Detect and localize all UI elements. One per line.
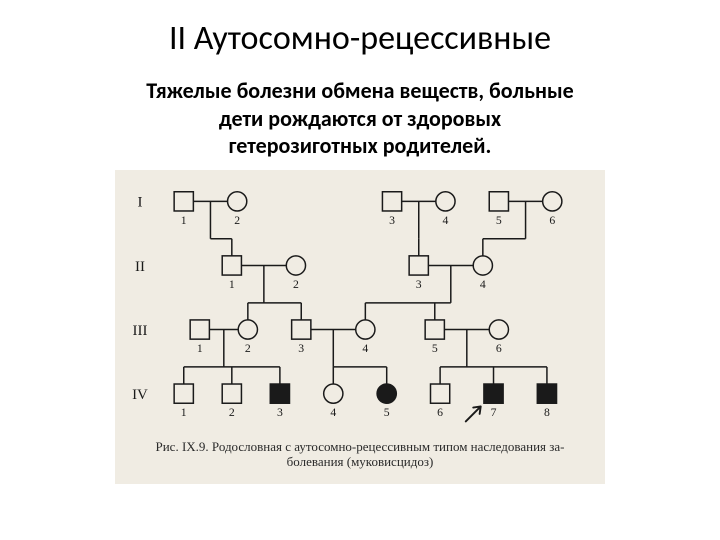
female-symbol	[228, 191, 247, 210]
male-symbol	[382, 191, 401, 210]
female-symbol	[286, 255, 305, 274]
male-symbol	[174, 384, 193, 403]
male-symbol	[537, 384, 556, 403]
female-symbol	[324, 384, 343, 403]
individual-number: 2	[229, 406, 235, 419]
individual-number: 4	[443, 213, 449, 226]
individual-number: 1	[197, 341, 203, 354]
generation-label: II	[135, 258, 145, 274]
individual-number: 1	[181, 213, 187, 226]
generation-label: IV	[132, 386, 148, 402]
male-symbol	[425, 319, 444, 338]
male-symbol	[222, 255, 241, 274]
male-symbol	[174, 191, 193, 210]
individual-number: 3	[416, 277, 422, 290]
individual-number: 7	[491, 406, 497, 419]
individual-number: 6	[549, 213, 555, 226]
female-symbol	[473, 255, 492, 274]
female-symbol	[436, 191, 455, 210]
male-symbol	[484, 384, 503, 403]
caption-line: Рис. IX.9. Родословная с аутосомно-рецес…	[155, 439, 564, 454]
subtitle: Тяжелые болезни обмена веществ, больные …	[50, 77, 670, 160]
female-symbol	[238, 319, 257, 338]
page-title: II Аутосомно-рецессивные	[40, 18, 680, 59]
individual-number: 6	[437, 406, 443, 419]
male-symbol	[270, 384, 289, 403]
subtitle-line: Тяжелые болезни обмена веществ, больные	[146, 77, 574, 104]
male-symbol	[430, 384, 449, 403]
individual-number: 8	[544, 406, 550, 419]
individual-number: 5	[496, 213, 502, 226]
male-symbol	[292, 319, 311, 338]
individual-number: 2	[245, 341, 251, 354]
individual-number: 3	[298, 341, 304, 354]
individual-number: 3	[277, 406, 283, 419]
caption-line: болевания (муковисцидоз)	[287, 454, 434, 469]
generation-label: III	[132, 322, 147, 338]
female-symbol	[489, 319, 508, 338]
individual-number: 1	[181, 406, 187, 419]
male-symbol	[222, 384, 241, 403]
individual-number: 5	[432, 341, 438, 354]
female-symbol	[356, 319, 375, 338]
female-symbol	[377, 384, 396, 403]
subtitle-line: гетерозиготных родителей.	[229, 132, 492, 159]
female-symbol	[543, 191, 562, 210]
male-symbol	[489, 191, 508, 210]
male-symbol	[409, 255, 428, 274]
slide: II Аутосомно-рецессивные Тяжелые болезни…	[0, 0, 720, 540]
individual-number: 1	[229, 277, 235, 290]
figure-caption: Рис. IX.9. Родословная с аутосомно-рецес…	[125, 439, 595, 470]
proband-arrow-icon	[466, 406, 481, 421]
male-symbol	[190, 319, 209, 338]
individual-number: 5	[384, 406, 390, 419]
individual-number: 2	[293, 277, 299, 290]
subtitle-line: дети рождаются от здоровых	[219, 105, 501, 132]
individual-number: 4	[480, 277, 486, 290]
pedigree-figure: IIIIIIIV123456123412345612345678 Рис. IX…	[115, 170, 605, 484]
individual-number: 4	[330, 406, 336, 419]
individual-number: 6	[496, 341, 502, 354]
individual-number: 4	[362, 341, 368, 354]
individual-number: 3	[389, 213, 395, 226]
pedigree-svg: IIIIIIIV123456123412345612345678	[125, 180, 595, 431]
generation-label: I	[137, 194, 142, 210]
individual-number: 2	[234, 213, 240, 226]
